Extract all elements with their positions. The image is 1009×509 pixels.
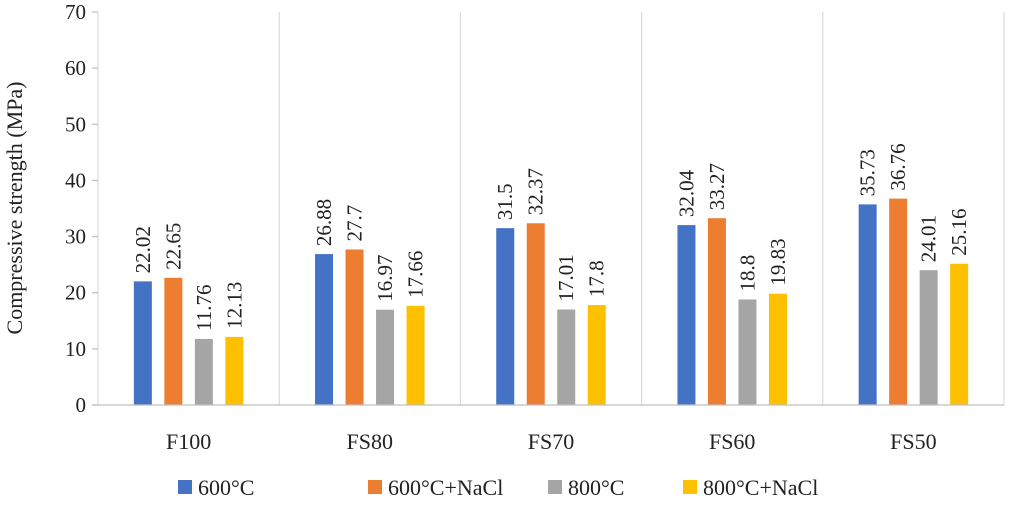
data-label: 17.66 — [404, 251, 428, 298]
legend-label: 600°C — [198, 475, 254, 500]
y-tick-label: 70 — [65, 0, 86, 24]
y-tick-label: 20 — [65, 281, 86, 305]
bar — [526, 223, 545, 405]
data-label: 36.76 — [886, 143, 910, 190]
grid-lines — [97, 12, 1005, 405]
y-axis-label: Compressive strength (MPa) — [2, 82, 27, 335]
legend-label: 600°C+NaCl — [388, 475, 503, 500]
data-label: 33.27 — [705, 163, 729, 210]
data-label: 22.02 — [131, 226, 155, 273]
legend-swatch — [548, 480, 562, 494]
bar — [164, 277, 183, 405]
y-tick-label: 40 — [65, 168, 86, 192]
bar — [587, 305, 606, 405]
bar — [376, 309, 395, 405]
data-label: 19.83 — [766, 238, 790, 285]
data-label: 11.76 — [192, 284, 216, 330]
data-label: 27.7 — [343, 205, 367, 242]
bar — [677, 225, 696, 405]
data-label: 32.37 — [524, 168, 548, 215]
data-label: 25.16 — [947, 208, 971, 255]
x-axis: F100 FS80 FS70 FS60 FS50 — [92, 404, 1004, 454]
bars — [133, 198, 969, 405]
x-tick-label: FS80 — [347, 429, 393, 454]
legend: 600°C 600°C+NaCl 800°C 800°C+NaCl — [178, 475, 818, 500]
bar — [496, 228, 515, 405]
data-label: 12.13 — [222, 282, 246, 329]
x-tick-label: F100 — [166, 429, 211, 454]
data-label: 18.8 — [735, 255, 759, 292]
data-label: 32.04 — [674, 169, 698, 217]
data-label: 17.8 — [585, 260, 609, 297]
legend-swatch — [178, 480, 192, 494]
data-label: 26.88 — [312, 199, 336, 246]
legend-swatch — [368, 480, 382, 494]
data-label: 35.73 — [856, 149, 880, 196]
data-labels: 22.02 22.65 11.76 12.13 26.88 27.716.97 17.66 3… — [131, 143, 971, 331]
legend-label: 800°C — [568, 475, 624, 500]
x-tick-label: FS50 — [890, 429, 936, 454]
bar — [950, 263, 969, 405]
y-tick-label: 60 — [65, 56, 86, 80]
bar — [345, 249, 364, 405]
x-tick-label: FS60 — [709, 429, 755, 454]
data-label: 17.01 — [554, 254, 578, 301]
x-tick-label: FS70 — [528, 429, 574, 454]
y-axis: 0 10 20 30 40 50 60 70 — [65, 0, 98, 417]
bar — [557, 309, 576, 405]
bar — [133, 281, 152, 405]
y-tick-label: 30 — [65, 225, 86, 249]
bar — [768, 293, 787, 405]
bar — [919, 270, 938, 405]
bar — [406, 305, 425, 405]
bar — [315, 254, 334, 405]
bar — [707, 218, 726, 405]
bar — [225, 336, 244, 405]
bar — [858, 204, 877, 405]
bar — [889, 198, 908, 405]
data-label: 24.01 — [917, 215, 941, 262]
y-tick-label: 0 — [76, 393, 87, 417]
legend-swatch — [683, 480, 697, 494]
data-label: 31.5 — [493, 183, 517, 220]
data-label: 22.65 — [161, 223, 185, 270]
bar — [194, 338, 213, 405]
legend-label: 800°C+NaCl — [703, 475, 818, 500]
data-label: 16.97 — [373, 254, 397, 301]
bar — [738, 299, 757, 405]
y-tick-label: 10 — [65, 337, 86, 361]
y-tick-label: 50 — [65, 112, 86, 136]
